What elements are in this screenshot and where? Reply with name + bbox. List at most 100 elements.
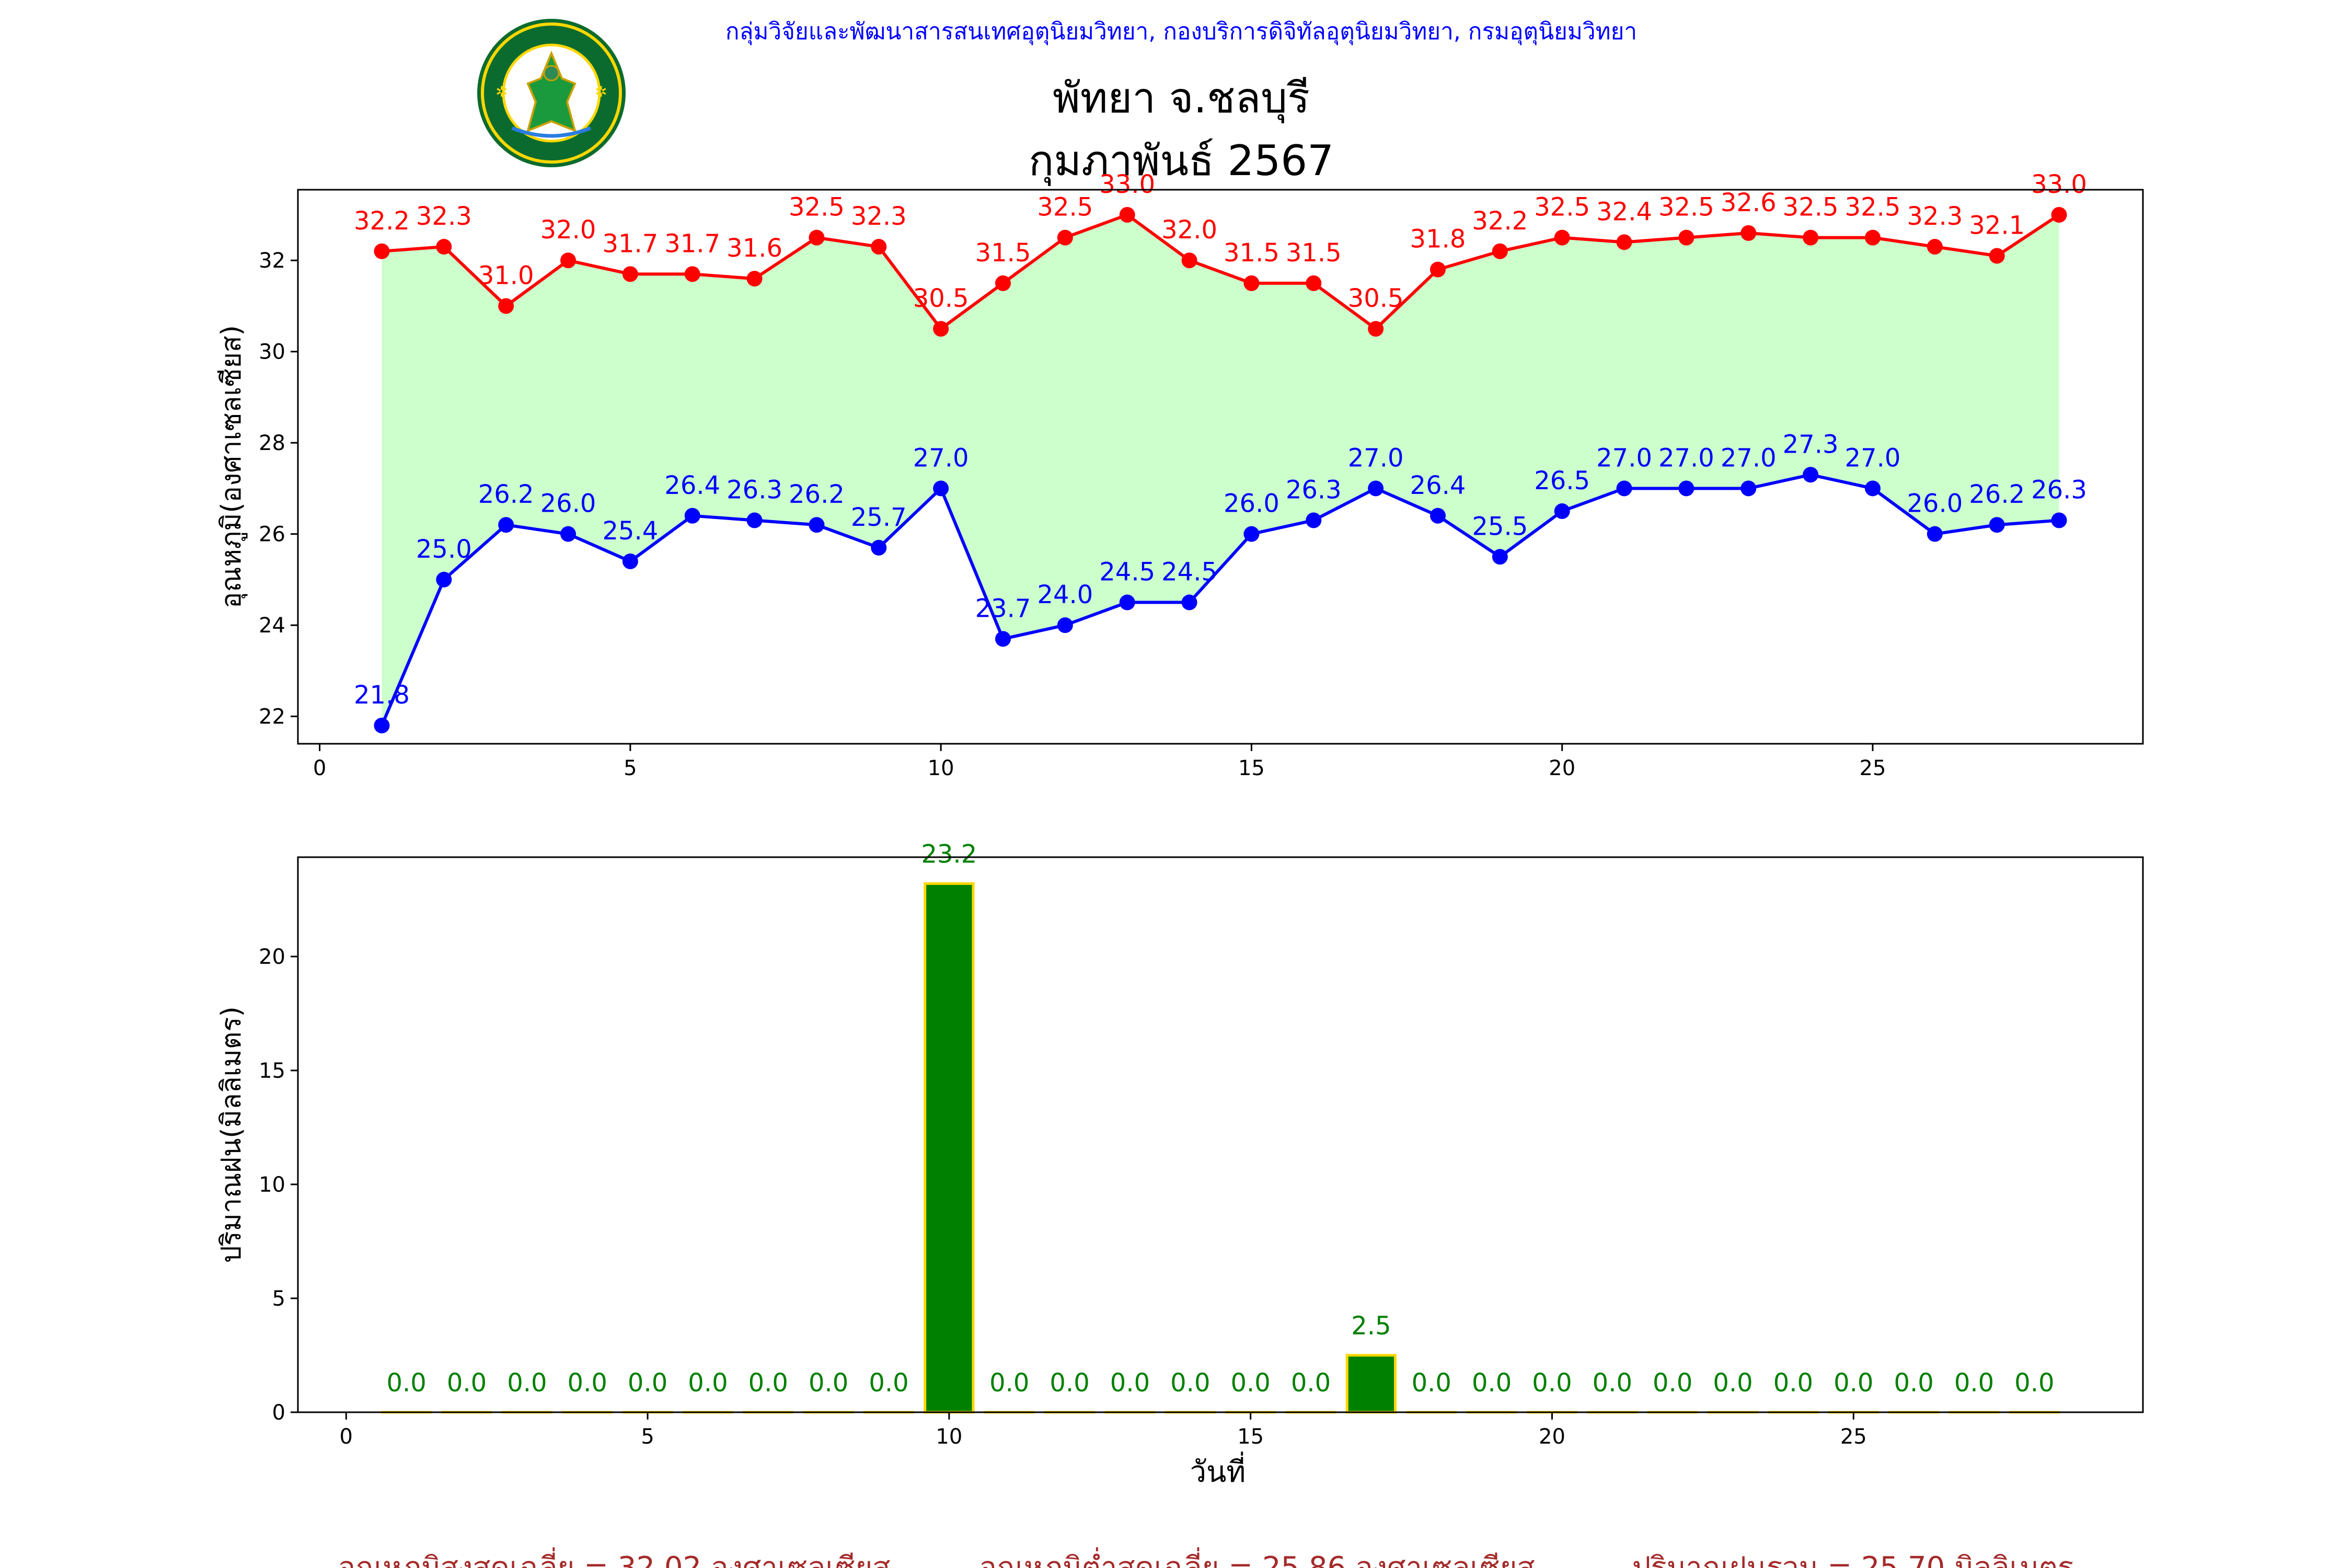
max-temp-point — [871, 239, 887, 255]
min-temp-line — [380, 473, 2059, 727]
min-temp-label: 27.0 — [1596, 443, 1652, 472]
rain-x-tick-label: 0 — [340, 1425, 353, 1449]
max-temp-label: 33.0 — [2031, 170, 2087, 199]
min-temp-point — [1616, 480, 1632, 497]
max-temp-point — [560, 252, 577, 269]
max-temp-label: 31.7 — [664, 229, 720, 258]
rain-y-tick-label: 5 — [272, 1287, 285, 1311]
rain-value-label: 0.0 — [1653, 1368, 1692, 1398]
max-temp-point — [1181, 252, 1197, 269]
summary-avg-max: อุณหภูมิสูงสุดเฉลี่ย = 32.02 องศาเซลเซีย… — [338, 1547, 890, 1568]
rainfall-chart: 0.0 0.0 0.0 0.0 0.0 0.0 0.0 0.0 0.0 23.2 0.0 0.0 0.0… — [216, 840, 2144, 1489]
temperature-chart: 32.2 32.331.032.0 31.7 31.7 31.632.5 32.330.5… — [216, 170, 2144, 780]
max-temp-point — [746, 271, 763, 287]
max-temp-label: 30.5 — [913, 284, 969, 313]
rain-value-label: 0.0 — [748, 1368, 788, 1398]
max-temp-label: 32.2 — [354, 206, 410, 236]
max-temp-point — [1057, 229, 1073, 246]
max-temp-point — [1803, 229, 1819, 246]
max-temp-label: 32.5 — [1845, 193, 1901, 222]
temperature-band — [382, 214, 2059, 726]
max-temp-label: 31.5 — [975, 238, 1031, 268]
max-temp-point — [1864, 229, 1881, 246]
min-temp-point — [1492, 549, 1508, 565]
max-temp-label: 32.0 — [540, 215, 596, 245]
rain-value-label: 2.5 — [1351, 1311, 1391, 1341]
max-temp-label: 32.5 — [1534, 193, 1590, 222]
min-temp-point — [1678, 480, 1694, 497]
min-temp-point — [933, 480, 949, 497]
rain-value-label: 0.0 — [568, 1368, 607, 1398]
max-temp-point — [1119, 206, 1135, 223]
min-temp-point — [2051, 512, 2067, 528]
temp-y-tick-label: 28 — [259, 431, 285, 455]
min-temp-label: 27.0 — [1845, 443, 1901, 472]
svg-text:✲: ✲ — [495, 83, 508, 100]
temp-x-tick-label: 10 — [928, 756, 954, 780]
max-temp-label: 32.3 — [416, 202, 472, 231]
min-temp-point — [622, 554, 638, 570]
rain-bar — [1345, 1354, 1397, 1414]
min-temp-label: 26.2 — [789, 480, 845, 509]
max-temp-point — [374, 243, 390, 259]
max-temp-point — [1927, 239, 1943, 255]
max-temp-label: 32.5 — [1037, 193, 1093, 222]
max-temp-point — [1368, 321, 1384, 337]
min-temp-label: 27.0 — [1658, 443, 1714, 472]
temp-y-tick-label: 22 — [259, 705, 285, 729]
min-temp-label: 24.0 — [1037, 580, 1093, 609]
rain-value-label: 0.0 — [1291, 1368, 1331, 1398]
rain-value-label: 0.0 — [688, 1368, 728, 1398]
rain-x-tick-label: 10 — [936, 1425, 962, 1449]
rain-value-label: 0.0 — [1834, 1368, 1873, 1398]
summary-avg-min: อุณหภูมิต่ำสุดเฉลี่ย = 25.86 องศาเซลเซีย… — [979, 1547, 1535, 1568]
max-temp-label: 31.0 — [478, 261, 534, 290]
rain-value-label: 0.0 — [989, 1368, 1029, 1398]
max-temp-point — [684, 266, 700, 282]
temp-y-tick-label: 32 — [259, 249, 285, 273]
max-temp-label: 32.0 — [1161, 215, 1217, 245]
rain-x-tick-label: 20 — [1539, 1425, 1565, 1449]
rain-x-tick-label: 15 — [1237, 1425, 1264, 1449]
min-temp-point — [1243, 526, 1260, 542]
rainfall-plot-frame — [297, 856, 2144, 1413]
min-temp-point — [1554, 503, 1570, 520]
rain-value-label: 0.0 — [2014, 1368, 2054, 1398]
max-temp-point — [498, 298, 514, 314]
temperature-plot-frame — [297, 189, 2144, 745]
rainfall-y-axis-label: ปริมาณฝน(มิลลิเมตร) — [216, 1006, 247, 1263]
min-temp-point — [1119, 594, 1135, 610]
min-temp-label: 27.0 — [913, 443, 969, 472]
min-temp-point — [1181, 594, 1197, 610]
rain-y-tick-label: 10 — [259, 1173, 285, 1197]
max-temp-label: 32.4 — [1596, 197, 1652, 226]
max-temp-label: 31.8 — [1410, 225, 1466, 254]
min-temp-label: 26.5 — [1534, 466, 1590, 495]
max-temp-label: 32.6 — [1721, 188, 1777, 217]
rain-y-tick-label: 0 — [272, 1401, 285, 1425]
temp-x-tick-label: 0 — [313, 756, 326, 780]
rain-value-label: 0.0 — [1412, 1368, 1451, 1398]
max-temp-label: 31.5 — [1224, 238, 1279, 268]
min-temp-label: 25.7 — [851, 503, 907, 532]
rain-y-tick-label: 20 — [259, 945, 285, 969]
temp-x-tick-label: 25 — [1860, 756, 1886, 780]
max-temp-point — [995, 275, 1011, 291]
rain-x-tick-label: 25 — [1840, 1425, 1867, 1449]
min-temp-label: 25.0 — [416, 535, 472, 564]
min-temp-label: 26.4 — [1410, 471, 1466, 500]
temp-x-tick-label: 5 — [624, 756, 637, 780]
min-temp-label: 26.3 — [1286, 476, 1342, 505]
max-temp-point — [1429, 261, 1446, 278]
max-temp-point — [809, 229, 825, 246]
chart-title-month: กุมภาพันธ์ 2567 — [1029, 136, 1334, 186]
max-temp-point — [1554, 229, 1570, 246]
temp-x-tick-label: 20 — [1549, 756, 1575, 780]
min-temp-point — [374, 718, 390, 734]
rain-value-label: 0.0 — [1050, 1368, 1089, 1398]
min-temp-point — [746, 512, 763, 528]
min-temp-point — [498, 517, 514, 533]
min-temp-label: 26.3 — [727, 476, 782, 505]
rain-value-label: 0.0 — [1954, 1368, 1994, 1398]
org-line: กลุ่มวิจัยและพัฒนาสารสนเทศอุตุนิยมวิทยา,… — [725, 18, 1637, 45]
